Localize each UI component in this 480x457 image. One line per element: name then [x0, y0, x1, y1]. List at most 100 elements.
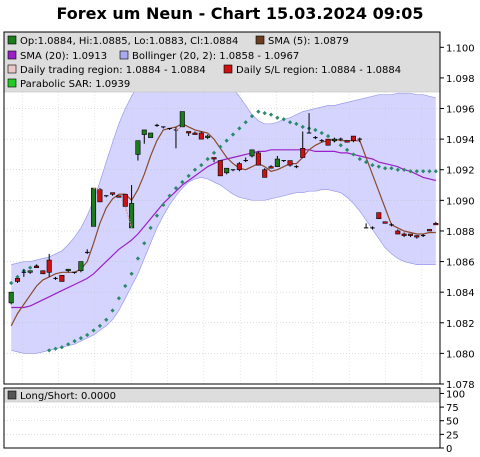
- legend-label: Op:1.0884, Hi:1.0885, Lo:1.0883, Cl:1.08…: [20, 36, 238, 47]
- y-tick-label: 1.088: [446, 227, 475, 238]
- sar-dot: [395, 167, 400, 172]
- sar-dot: [186, 173, 191, 178]
- candle-body: [300, 148, 306, 158]
- daily-region-line: [175, 126, 183, 131]
- daily-region-line: [93, 187, 101, 191]
- candle-body: [287, 160, 293, 166]
- candle-body: [91, 187, 97, 227]
- plot-border: [3, 31, 441, 385]
- sub-y-tick-label: 100: [446, 389, 465, 400]
- candle-body: [141, 129, 147, 135]
- candle-body: [382, 221, 388, 224]
- candle-body: [268, 166, 274, 169]
- candle-body: [27, 270, 33, 273]
- sar-dot: [230, 132, 236, 137]
- candle-body: [224, 167, 230, 174]
- sar-dot: [313, 127, 318, 133]
- y-tick-label: 1.100: [446, 43, 475, 54]
- sar-dot: [180, 179, 185, 185]
- sar-dot: [338, 143, 343, 148]
- candle-body: [331, 138, 337, 141]
- sar-dot: [402, 167, 407, 172]
- candle-body: [433, 223, 439, 226]
- candle-body: [198, 132, 204, 140]
- sub-y-tick-label: 75: [446, 403, 459, 414]
- daily-region-line: [124, 206, 133, 229]
- y-tick-label: 1.084: [446, 288, 475, 299]
- legend-label: Parabolic SAR: 1.0939: [20, 79, 130, 90]
- sar-dot: [218, 144, 223, 149]
- sar-dot: [243, 120, 248, 125]
- y-tick-label: 1.086: [446, 258, 475, 269]
- legend-label: Bollinger (20, 2): 1.0858 - 1.0967: [132, 51, 299, 62]
- legend-swatch: [255, 35, 265, 45]
- y-tick-label: 1.094: [446, 135, 475, 146]
- candle-body: [325, 138, 331, 146]
- legend-swatch: [7, 64, 17, 74]
- candle-body: [59, 275, 65, 282]
- y-tick-label: 1.080: [446, 349, 475, 360]
- candle-body: [116, 195, 122, 198]
- legend-swatch: [7, 78, 17, 88]
- sub-legend-label: Long/Short: 0.0000: [20, 391, 116, 402]
- sar-dot: [135, 256, 141, 261]
- sub-y-tick-label: 50: [446, 417, 459, 428]
- candle-body: [192, 132, 198, 135]
- y-tick-label: 1.096: [446, 105, 475, 116]
- legend-label: SMA (5): 1.0879: [268, 36, 349, 47]
- chart-title: Forex um Neun - Chart 15.03.2024 09:05: [56, 4, 424, 23]
- candle-body: [34, 265, 40, 268]
- candle-body: [376, 212, 382, 220]
- sar-dot: [389, 166, 394, 171]
- candle-body: [46, 259, 52, 273]
- candle-body: [122, 193, 128, 207]
- candle-body: [129, 203, 135, 229]
- sar-dot: [129, 271, 134, 276]
- legend-swatch: [7, 50, 17, 60]
- sub-legend: Long/Short: 0.0000: [3, 387, 441, 403]
- legend-swatch: [119, 50, 129, 60]
- sar-dot: [148, 225, 153, 231]
- candle-body: [135, 140, 141, 155]
- sar-dot: [351, 152, 356, 157]
- candle-body: [179, 111, 185, 128]
- sar-dot: [363, 159, 369, 165]
- candle-body: [255, 152, 261, 166]
- sar-dot: [376, 164, 381, 169]
- sar-dot: [421, 169, 426, 174]
- candle-body: [344, 140, 350, 143]
- candle-body: [217, 160, 223, 177]
- candle-body: [426, 229, 433, 232]
- sar-dot: [199, 163, 204, 168]
- sar-dot: [192, 167, 198, 172]
- candle-body: [395, 230, 401, 235]
- candle-body: [414, 235, 420, 238]
- candle-body: [14, 278, 21, 282]
- candle-body: [211, 157, 217, 160]
- candle-body: [148, 132, 154, 138]
- candle-body: [205, 135, 211, 138]
- candle-body: [40, 270, 46, 275]
- y-tick-label: 1.078: [446, 380, 475, 391]
- y-tick-label: 1.082: [446, 319, 475, 330]
- sar-dot: [211, 150, 217, 156]
- candle-body: [407, 233, 413, 236]
- candle-body: [350, 135, 356, 141]
- sub-plot-border: [3, 387, 441, 449]
- y-tick-label: 1.098: [446, 74, 475, 85]
- sar-dot: [205, 156, 210, 162]
- candle-body: [274, 158, 280, 167]
- candle-body: [65, 268, 71, 272]
- candle-body: [262, 169, 268, 178]
- legend-label: SMA (20): 1.0913: [20, 51, 107, 62]
- sub-y-tick-label: 0: [446, 444, 452, 455]
- y-tick-label: 1.092: [446, 166, 475, 177]
- sar-dot: [224, 138, 229, 143]
- sar-dot: [237, 126, 242, 131]
- sub-legend-swatch: [7, 390, 17, 400]
- sar-dot: [383, 166, 388, 171]
- main-legend: Op:1.0884, Hi:1.0885, Lo:1.0883, Cl:1.08…: [3, 31, 441, 93]
- sar-dot: [154, 213, 160, 218]
- sub-y-tick-label: 25: [446, 430, 459, 441]
